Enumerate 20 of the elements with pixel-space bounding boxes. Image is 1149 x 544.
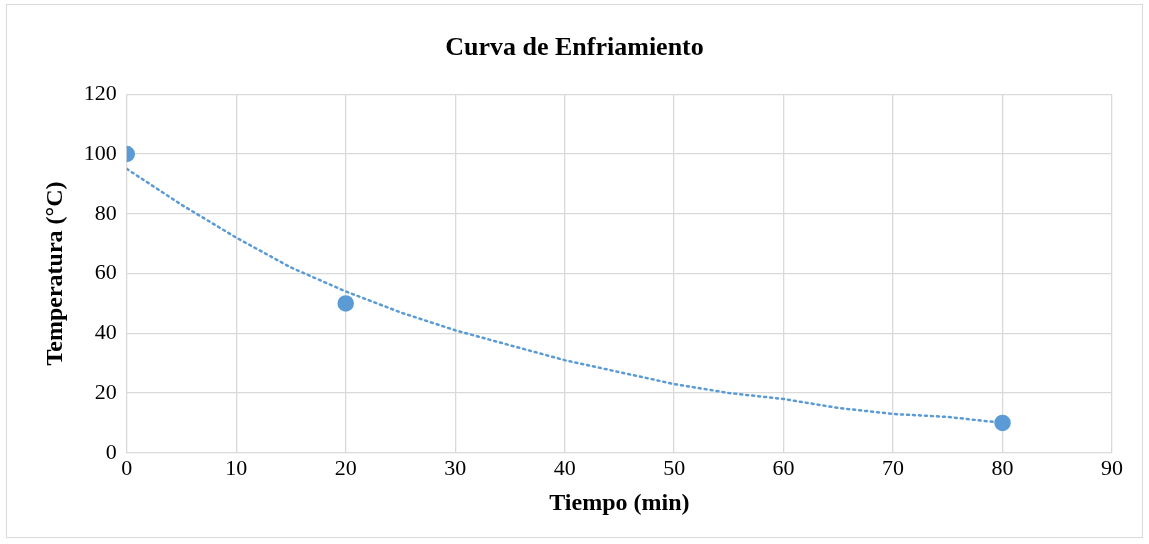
- x-tick-label: 40: [553, 454, 576, 480]
- y-axis-title: Temperatura (°C): [40, 181, 67, 366]
- y-tick-label: 0: [105, 438, 117, 464]
- y-tick-label: 60: [94, 259, 117, 285]
- x-axis-title: Tiempo (min): [549, 488, 690, 515]
- x-tick-label: 20: [334, 454, 357, 480]
- x-tick-label: 30: [444, 454, 467, 480]
- x-tick-label: 10: [225, 454, 248, 480]
- y-tick-label: 40: [94, 319, 117, 345]
- x-tick-label: 80: [991, 454, 1014, 480]
- y-tick-label: 80: [94, 199, 117, 225]
- x-tick-label: 90: [1101, 454, 1123, 480]
- y-tick-label: 20: [94, 378, 117, 404]
- chart-title: Curva de Enfriamiento: [445, 32, 704, 62]
- y-tick-label: 120: [83, 79, 117, 105]
- x-tick-label: 70: [882, 454, 905, 480]
- x-tick-label: 0: [121, 454, 133, 480]
- y-tick-label: 100: [83, 139, 117, 165]
- x-tick-label: 60: [772, 454, 795, 480]
- x-tick-label: 50: [663, 454, 686, 480]
